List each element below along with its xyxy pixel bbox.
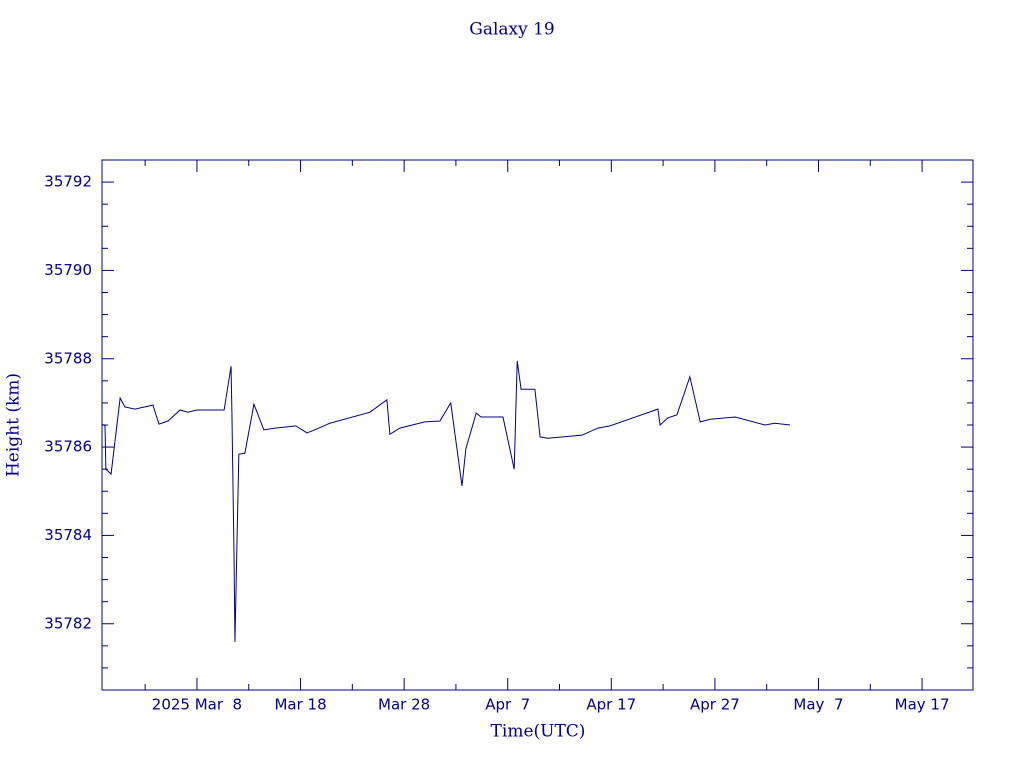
y-tick-label: 35792 — [44, 173, 92, 191]
y-axis-label: Height (km) — [4, 373, 24, 477]
x-tick-label: 2025 Mar 8 — [152, 696, 242, 714]
y-tick-label: 35784 — [44, 526, 92, 544]
y-tick-label: 35786 — [44, 438, 92, 456]
x-tick-label: May 7 — [793, 696, 843, 714]
y-tick-label: 35790 — [44, 261, 92, 279]
plot-frame — [101, 159, 974, 691]
y-tick-label: 35782 — [44, 614, 92, 632]
x-axis-label: Time(UTC) — [491, 722, 586, 742]
x-tick-label: Mar 18 — [274, 696, 326, 714]
x-tick-label: Apr 27 — [690, 696, 740, 714]
x-tick-label: Mar 28 — [378, 696, 430, 714]
chart-title: Galaxy 19 — [469, 20, 555, 40]
x-tick-label: Apr 7 — [485, 696, 530, 714]
x-tick-label: May 17 — [895, 696, 950, 714]
data-line — [101, 360, 791, 642]
y-tick-label: 35788 — [44, 349, 92, 367]
x-tick-label: Apr 17 — [586, 696, 636, 714]
